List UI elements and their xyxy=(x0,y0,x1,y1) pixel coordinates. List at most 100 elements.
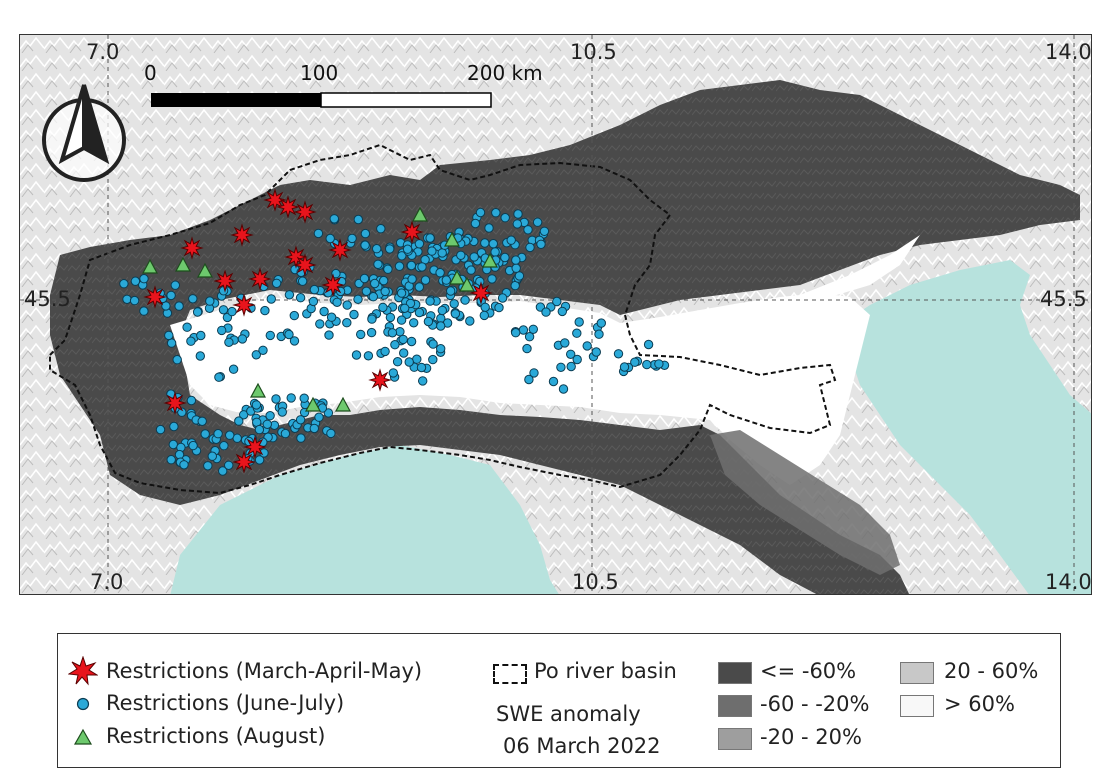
station-march-april-may xyxy=(213,269,237,293)
station-june-july xyxy=(643,339,654,350)
station-june-july xyxy=(166,338,177,348)
station-june-july xyxy=(289,336,300,346)
legend-restrictions-mam: Restrictions (March-April-May) xyxy=(106,659,423,683)
station-june-july xyxy=(251,350,262,360)
station-june-july xyxy=(525,242,535,253)
station-june-july xyxy=(359,273,370,284)
station-june-july xyxy=(130,276,141,286)
station-june-july xyxy=(379,275,389,286)
station-june-july xyxy=(456,250,466,261)
po-basin-swatch xyxy=(493,664,527,684)
station-june-july xyxy=(342,318,352,328)
station-june-july xyxy=(370,278,380,289)
station-march-april-may xyxy=(263,188,287,212)
station-june-july xyxy=(524,332,535,342)
station-august xyxy=(249,382,267,398)
station-march-april-may xyxy=(400,220,424,244)
station-june-july xyxy=(325,233,335,244)
station-june-july xyxy=(205,296,215,306)
station-march-april-may xyxy=(243,435,267,459)
station-june-july xyxy=(437,248,447,258)
station-june-july xyxy=(450,309,461,319)
station-august xyxy=(141,258,159,274)
station-june-july xyxy=(414,239,425,249)
station-june-july xyxy=(396,288,407,298)
station-june-july xyxy=(523,225,533,235)
station-june-july xyxy=(122,294,132,304)
legend-class-1: <= -60% xyxy=(760,659,857,683)
scale-label-200km: 200 km xyxy=(467,61,543,85)
station-june-july xyxy=(490,247,500,257)
station-june-july xyxy=(556,362,566,372)
station-june-july xyxy=(254,424,265,435)
station-june-july xyxy=(494,302,504,313)
station-march-april-may xyxy=(293,200,317,224)
station-march-april-may xyxy=(328,238,352,262)
station-june-july xyxy=(372,244,382,254)
legend-restrictions-june-july: Restrictions (June-July) xyxy=(106,691,345,715)
station-june-july xyxy=(460,295,470,305)
station-june-july xyxy=(558,384,569,394)
station-june-july xyxy=(258,345,268,355)
station-june-july xyxy=(224,460,234,470)
station-june-july xyxy=(539,226,550,237)
station-june-july xyxy=(594,329,604,339)
station-june-july xyxy=(417,262,427,272)
station-june-july xyxy=(177,407,187,417)
station-june-july xyxy=(536,239,546,250)
station-june-july xyxy=(363,351,374,361)
station-june-july xyxy=(582,341,592,351)
station-june-july xyxy=(446,286,456,296)
station-june-july xyxy=(361,286,372,296)
station-june-july xyxy=(497,293,508,303)
station-june-july xyxy=(378,302,388,313)
station-june-july xyxy=(169,421,179,432)
stations-june-july-layer xyxy=(119,207,670,476)
station-june-july xyxy=(188,440,198,451)
station-june-july xyxy=(396,315,407,325)
station-june-july xyxy=(427,246,437,256)
legend-class-3: -20 - 20% xyxy=(760,725,862,749)
station-june-july xyxy=(200,429,210,439)
station-june-july xyxy=(414,307,425,318)
station-june-july xyxy=(197,416,207,426)
station-june-july xyxy=(491,208,501,218)
station-june-july xyxy=(182,322,192,332)
station-june-july xyxy=(416,362,427,373)
station-june-july xyxy=(119,279,129,289)
legend-restrictions-august: Restrictions (August) xyxy=(106,724,326,748)
station-june-july xyxy=(313,228,324,239)
station-june-july xyxy=(155,424,166,435)
station-march-april-may xyxy=(293,253,317,277)
station-june-july xyxy=(465,316,475,326)
legend-swe-date: 06 March 2022 xyxy=(503,734,661,758)
ligurian-sea xyxy=(170,445,559,594)
station-june-july xyxy=(484,223,494,233)
station-june-july xyxy=(425,296,435,306)
station-march-april-may xyxy=(469,281,493,305)
station-june-july xyxy=(642,359,652,370)
station-june-july xyxy=(506,235,516,245)
station-june-july xyxy=(297,276,308,286)
station-june-july xyxy=(418,376,428,386)
station-june-july xyxy=(466,265,476,275)
station-june-july xyxy=(192,307,203,317)
station-june-july xyxy=(511,328,521,338)
station-june-july xyxy=(367,314,377,324)
station-june-july xyxy=(213,429,223,439)
station-june-july xyxy=(323,408,334,418)
station-june-july xyxy=(309,423,319,434)
station-june-july xyxy=(380,346,390,357)
station-june-july xyxy=(385,244,395,254)
station-august xyxy=(174,256,192,272)
blue-dot-icon xyxy=(76,697,90,711)
station-june-july xyxy=(174,301,184,311)
station-june-july xyxy=(195,351,206,361)
station-june-july xyxy=(404,357,414,367)
station-june-july xyxy=(174,449,185,460)
stations-august-layer xyxy=(141,206,499,412)
station-august xyxy=(334,396,352,412)
swatch-m20-20 xyxy=(718,728,752,750)
station-june-july xyxy=(186,336,196,346)
station-june-july xyxy=(511,255,521,265)
